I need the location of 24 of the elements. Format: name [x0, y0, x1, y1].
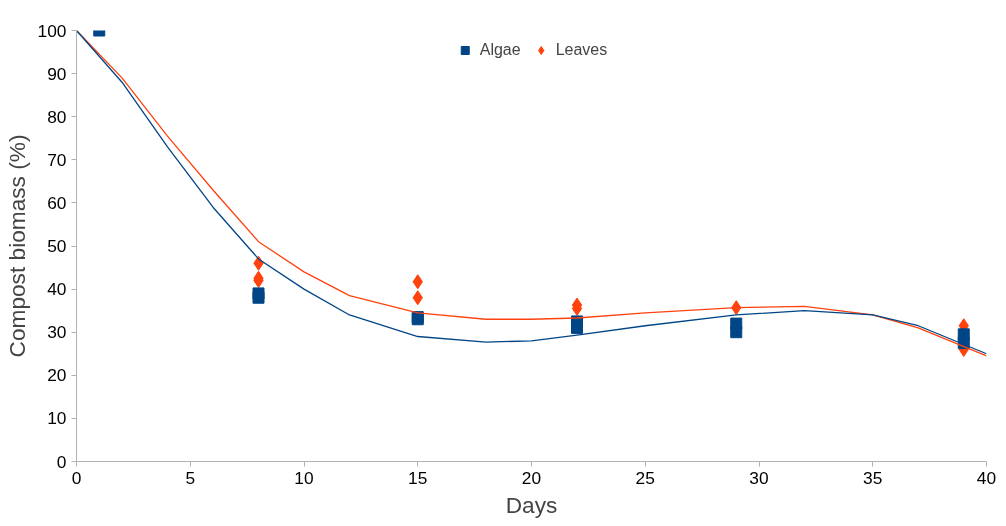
x-tick-label: 35: [863, 467, 883, 488]
y-tick-label: 70: [47, 149, 67, 170]
y-tick-label: 30: [47, 322, 67, 343]
x-tick-label: 10: [294, 467, 314, 488]
x-tick-label: 5: [185, 467, 196, 488]
y-axis-title: Compost biomass (%): [3, 134, 30, 358]
legend-label: Algae: [479, 41, 521, 59]
x-tick-label: 0: [71, 467, 82, 488]
y-tick-label: 40: [47, 279, 67, 300]
x-tick-label: 25: [635, 467, 655, 488]
y-tick-label: 0: [56, 451, 67, 472]
y-tick-label: 20: [47, 365, 67, 386]
x-tick-label: 20: [521, 467, 542, 488]
y-tick-label: 50: [47, 236, 67, 256]
x-tick-label: 15: [408, 467, 428, 488]
y-tick-label: 100: [37, 20, 67, 41]
y-tick-label: 60: [47, 192, 67, 213]
x-tick-label: 40: [976, 467, 997, 488]
y-tick-label: 80: [47, 106, 67, 127]
x-axis-title: Days: [505, 491, 558, 518]
y-tick-label: 90: [47, 63, 67, 84]
legend-label: Leaves: [555, 41, 608, 59]
y-tick-label: 10: [47, 408, 67, 429]
x-tick-label: 30: [749, 467, 769, 488]
